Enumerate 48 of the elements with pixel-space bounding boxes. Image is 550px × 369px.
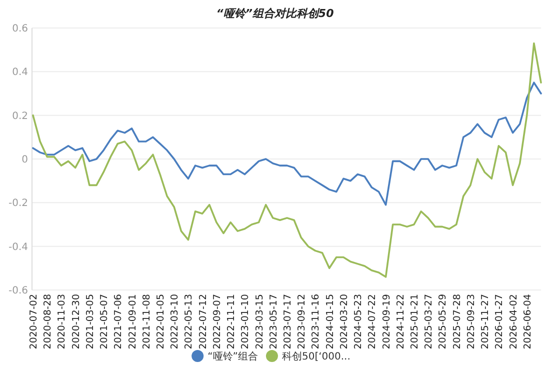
line-series xyxy=(32,42,542,278)
x-tick-label: 2024-03-20 xyxy=(338,294,350,350)
x-tick-label: 2022-01-05 xyxy=(156,294,166,350)
legend-label: “哑铃”组合 xyxy=(208,350,258,362)
x-tick-label: 2020-11-03 xyxy=(56,294,68,350)
y-tick-label: -0.4 xyxy=(8,242,28,253)
x-tick-label: 2025-03-27 xyxy=(424,294,435,350)
x-tick-label: 2020-12-30 xyxy=(70,294,82,350)
x-tick-label: 2026-01-27 xyxy=(494,294,506,350)
x-tick-label: 2024-07-22 xyxy=(367,294,378,350)
x-tick-label: 2021-11-08 xyxy=(141,294,152,350)
x-tick-label: 2024-11-22 xyxy=(395,294,406,350)
x-tick-label: 2025-09-23 xyxy=(466,294,477,350)
x-tick-label: 2021-09-01 xyxy=(127,294,138,350)
x-tick-label: 2024-01-15 xyxy=(324,294,336,350)
x-tick-label: 2025-05-29 xyxy=(438,294,449,350)
x-tick-label: 2025-11-27 xyxy=(480,294,492,350)
x-tick-label: 2022-09-07 xyxy=(212,294,223,350)
x-tick-label: 2024-09-19 xyxy=(381,294,392,350)
x-tick-label: 2024-05-23 xyxy=(353,294,364,350)
y-tick-label: -0.2 xyxy=(8,198,28,210)
x-tick-label: 2023-09-12 xyxy=(296,294,308,350)
x-tick-label: 2025-01-21 xyxy=(410,294,420,350)
x-tick-label: 2023-01-10 xyxy=(240,294,252,350)
x-tick-label: 2026-06-04 xyxy=(522,294,534,350)
y-tick-label: 0.6 xyxy=(12,24,28,34)
x-tick-label: 2026-04-02 xyxy=(508,294,520,350)
x-tick-label: 2023-03-15 xyxy=(254,294,266,350)
x-tick-label: 2023-07-17 xyxy=(282,294,294,350)
x-tick-label: 2022-05-13 xyxy=(184,294,195,350)
y-tick-label: 0.2 xyxy=(12,110,28,122)
x-tick-label: 2020-07-02 xyxy=(28,294,40,350)
x-tick-label: 2021-05-07 xyxy=(99,294,110,350)
x-tick-label: 2023-05-17 xyxy=(268,294,280,350)
x-tick-label: 2021-03-05 xyxy=(84,294,96,350)
x-tick-label: 2020-08-28 xyxy=(42,294,54,350)
y-tick-label: -0.6 xyxy=(8,286,28,296)
y-tick-label: 0 xyxy=(22,154,28,166)
chart-title: “哑铃”组合对比科创50 xyxy=(216,7,334,20)
legend-label: 科创50[‘000... xyxy=(282,350,350,362)
x-tick-label: 2021-07-06 xyxy=(113,294,124,350)
line-series xyxy=(32,82,542,206)
x-tick-label: 2025-07-28 xyxy=(452,294,463,350)
x-tick-label: 2022-03-10 xyxy=(170,294,181,350)
x-tick-label: 2022-11-11 xyxy=(226,294,238,350)
x-tick-label: 2022-07-12 xyxy=(198,294,209,350)
y-tick-label: 0.4 xyxy=(12,67,28,78)
x-tick-label: 2023-11-16 xyxy=(310,294,322,350)
